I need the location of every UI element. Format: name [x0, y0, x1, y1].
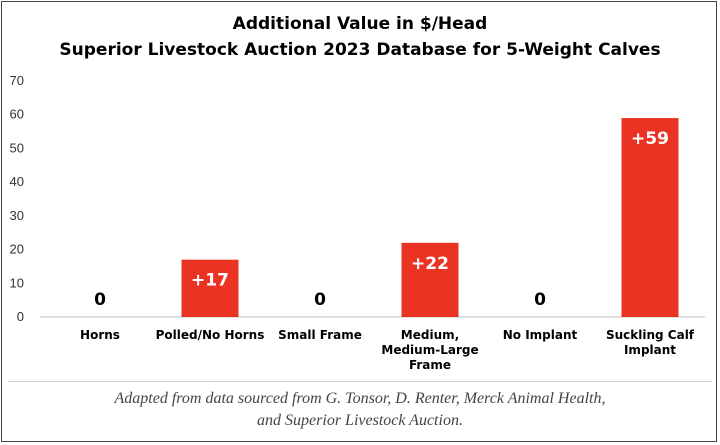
data-label: +22: [411, 254, 449, 274]
x-tick-label: No Implant: [503, 328, 578, 342]
data-label: 0: [534, 290, 546, 310]
y-tick-label: 30: [10, 208, 24, 223]
bar: [181, 259, 239, 317]
bar-chart: 0 10 20 30 40 50 60 70 0 Horns +17 Polled/No Horns 0…: [10, 73, 705, 372]
y-tick-label: 50: [10, 140, 24, 155]
x-tick-label: Medium-Large: [381, 343, 478, 357]
y-tick-label: 10: [10, 275, 24, 290]
data-label: +17: [191, 271, 229, 291]
y-tick-label: 40: [10, 174, 24, 189]
x-tick-label: Suckling Calf: [606, 328, 695, 342]
source-caption-line-2: and Superior Livestock Auction.: [257, 412, 463, 429]
bar: [621, 118, 679, 317]
y-tick-label: 70: [10, 73, 24, 88]
x-tick-label: Polled/No Horns: [156, 328, 265, 342]
x-tick-label: Implant: [624, 343, 676, 357]
data-label: +59: [631, 129, 669, 149]
x-tick-label: Frame: [409, 358, 451, 372]
x-tick-label: Small Frame: [278, 328, 362, 342]
caption-divider: [8, 381, 712, 382]
source-caption-line-1: Adapted from data sourced from G. Tonsor…: [114, 390, 606, 407]
data-label: 0: [94, 290, 106, 310]
data-label: 0: [314, 290, 326, 310]
y-tick-label: 0: [17, 309, 24, 324]
y-tick-label: 60: [10, 107, 24, 122]
bar: [401, 242, 459, 317]
chart-subtitle: Superior Livestock Auction 2023 Database…: [59, 40, 661, 60]
x-tick-label: Medium,: [401, 328, 459, 342]
chart-title: Additional Value in $/Head: [232, 14, 488, 34]
y-tick-label: 20: [10, 242, 24, 257]
x-tick-label: Horns: [80, 328, 120, 342]
